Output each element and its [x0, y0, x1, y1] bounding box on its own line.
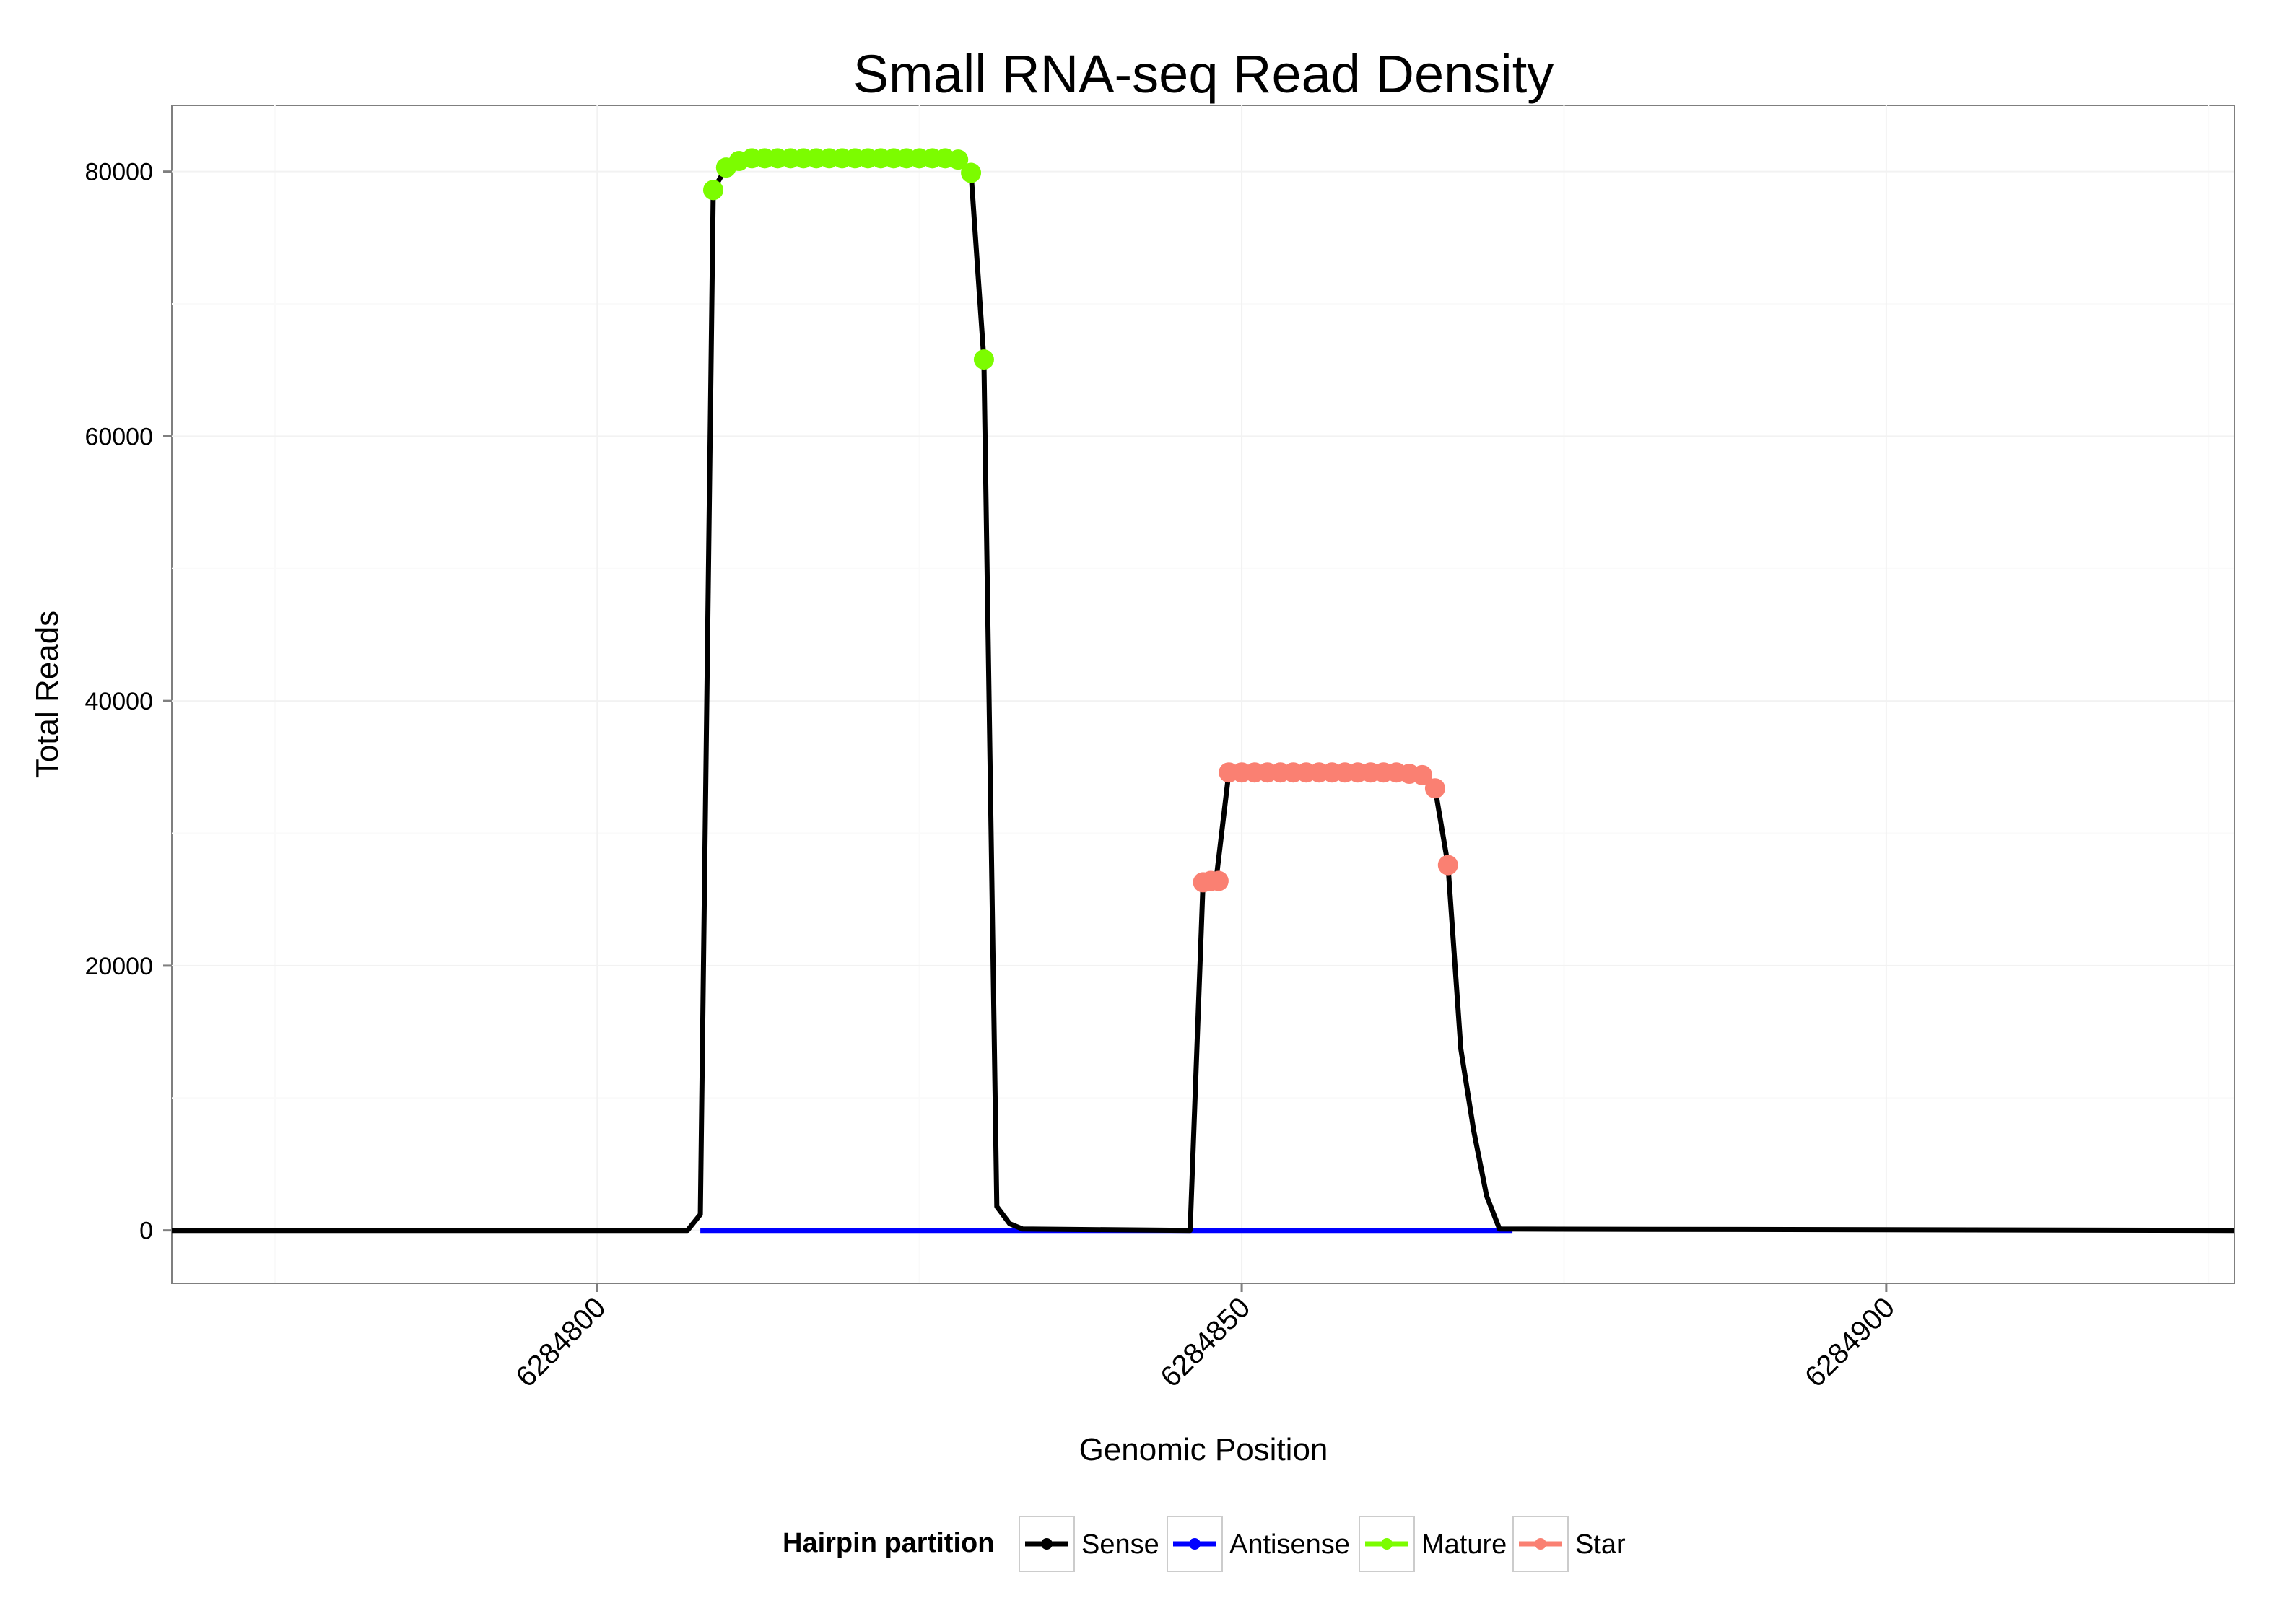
x-axis-title: Genomic Position	[1079, 1432, 1328, 1467]
y-tick-label: 0	[139, 1218, 153, 1245]
legend-label: Mature	[1421, 1529, 1507, 1560]
mature-point	[702, 180, 723, 201]
y-tick-label: 60000	[84, 423, 153, 450]
series-points	[702, 148, 1458, 893]
legend-label: Sense	[1081, 1529, 1159, 1560]
star-point	[1412, 764, 1433, 785]
gridlines	[172, 105, 2234, 1283]
legend-key-point	[1535, 1538, 1546, 1550]
y-axis-title: Total Reads	[30, 611, 65, 778]
legend-title: Hairpin partition	[783, 1528, 994, 1558]
legend-key-point	[1189, 1538, 1201, 1550]
x-axis: 6284800 6284850 6284900	[510, 1283, 1901, 1393]
mature-point	[961, 162, 982, 183]
y-axis: 0 20000 40000 60000 80000	[84, 159, 172, 1245]
y-tick-label: 80000	[84, 159, 153, 186]
legend-key-point	[1381, 1538, 1393, 1550]
mature-point	[948, 149, 969, 170]
x-tick-label: 6284800	[510, 1291, 611, 1393]
plot-panel	[171, 105, 2235, 1284]
star-point	[1208, 870, 1229, 891]
star-point	[1424, 778, 1445, 799]
legend-label: Star	[1575, 1529, 1626, 1560]
legend-label: Antisense	[1229, 1529, 1350, 1560]
chart-title: Small RNA-seq Read Density	[853, 44, 1554, 104]
mature-point	[973, 349, 994, 370]
legend-key-point	[1041, 1538, 1053, 1550]
legend: Hairpin partition Sense Antisense Mature St…	[783, 1516, 1626, 1572]
y-tick-label: 40000	[84, 688, 153, 715]
star-point	[1437, 855, 1458, 876]
x-tick-label: 6284850	[1154, 1291, 1256, 1393]
x-tick-label: 6284900	[1799, 1291, 1901, 1393]
y-tick-label: 20000	[84, 953, 153, 980]
